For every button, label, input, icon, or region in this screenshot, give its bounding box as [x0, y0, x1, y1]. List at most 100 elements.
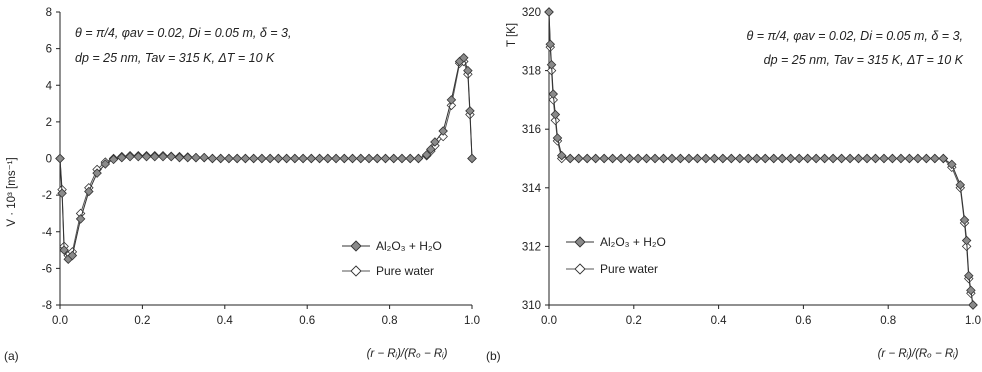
- data-point-nano-b: [743, 153, 754, 164]
- data-point-nano-b: [845, 153, 855, 164]
- data-point-nano-b: [938, 153, 949, 164]
- data-point-nano-b: [768, 153, 779, 164]
- data-point-nano-a: [248, 153, 259, 164]
- data-point-nano-a: [314, 153, 325, 164]
- y-tick-label-b: 310: [522, 300, 541, 312]
- data-point-nano-a: [265, 153, 275, 164]
- data-point-nano-a: [133, 151, 144, 162]
- legend-label-nano-b: Al₂O₃ + H₂O: [600, 235, 666, 249]
- data-point-nano-b: [968, 300, 978, 310]
- data-point-nano-b: [709, 153, 720, 164]
- data-point-nano-a: [355, 153, 366, 164]
- data-point-nano-a: [458, 53, 469, 63]
- data-point-nano-a: [158, 151, 168, 162]
- data-point-nano-b: [879, 153, 889, 164]
- data-point-nano-a: [467, 153, 477, 164]
- data-point-nano-b: [650, 153, 660, 164]
- y-tick-label-b: 314: [522, 183, 542, 195]
- data-point-nano-b: [828, 153, 838, 164]
- data-point-nano-a: [55, 153, 65, 164]
- chart-panel-a: (a) V · 10³ [ms⁻¹] (r − Rᵢ)/(Rₒ − Rᵢ) θ …: [4, 7, 480, 363]
- y-tick-label-a: -8: [42, 300, 52, 312]
- x-tick-label-b: 0.8: [880, 315, 896, 327]
- data-point-nano-a: [430, 137, 440, 147]
- data-point-nano-a: [465, 106, 475, 116]
- data-point-nano-b: [947, 159, 957, 170]
- y-tick-label-a: 4: [46, 80, 53, 92]
- data-point-nano-a: [273, 153, 284, 164]
- data-point-nano-b: [887, 153, 898, 164]
- x-tick-label-a: 0.2: [134, 315, 150, 327]
- data-point-nano-b: [930, 153, 940, 164]
- legend-marker-nano-a: [350, 240, 362, 252]
- data-point-nano-b: [545, 39, 556, 49]
- data-point-nano-a: [141, 151, 152, 162]
- data-point-nano-a: [57, 188, 67, 199]
- legend-marker-water-b: [574, 263, 586, 275]
- data-point-nano-a: [215, 153, 226, 164]
- data-point-nano-a: [413, 153, 424, 164]
- x-tick-label-b: 1.0: [965, 315, 981, 327]
- data-point-nano-b: [552, 133, 563, 143]
- annotation-line-1-a: θ = π/4, φav = 0.02, Di = 0.05 m, δ = 3,: [75, 26, 291, 40]
- x-tick-label-a: 0.6: [299, 315, 315, 327]
- data-point-nano-b: [718, 153, 728, 164]
- y-tick-label-a: -4: [42, 227, 53, 239]
- data-point-nano-b: [961, 235, 972, 246]
- y-tick-label-b: 320: [522, 7, 541, 19]
- x-tick-label-a: 0.4: [217, 315, 234, 327]
- data-point-nano-a: [117, 152, 127, 163]
- data-point-nano-b: [607, 153, 618, 164]
- chart-panel-b: (b) T [K] (r − Rᵢ)/(Rₒ − Rᵢ) θ = π/4, φa…: [486, 7, 981, 363]
- data-point-nano-a: [257, 153, 267, 164]
- data-point-nano-a: [463, 65, 473, 76]
- data-point-nano-b: [701, 153, 711, 164]
- legend-marker-nano-b: [574, 236, 586, 248]
- y-tick-label-b: 318: [522, 66, 541, 78]
- data-point-nano-b: [590, 153, 601, 164]
- data-point-nano-b: [959, 215, 970, 225]
- annotation-line-2-b: dp = 25 nm, Tav = 315 K, ΔT = 10 K: [764, 53, 964, 67]
- data-point-nano-a: [207, 153, 218, 164]
- data-point-nano-b: [546, 59, 557, 70]
- y-tick-label-a: -2: [42, 190, 52, 202]
- data-point-nano-b: [692, 153, 703, 164]
- legend-label-water-a: Pure water: [376, 264, 434, 278]
- data-point-nano-a: [199, 152, 209, 163]
- data-point-nano-a: [397, 153, 407, 164]
- data-point-nano-b: [641, 153, 652, 164]
- data-point-nano-a: [421, 150, 432, 160]
- legend-label-water-b: Pure water: [600, 262, 658, 276]
- data-point-nano-b: [548, 89, 559, 99]
- legend-marker-water-a: [350, 265, 362, 277]
- y-axis-label-a: V · 10³ [ms⁻¹]: [6, 157, 18, 226]
- x-axis-label-b: (r − Rᵢ)/(Rₒ − Rᵢ): [878, 348, 959, 360]
- data-point-nano-b: [565, 153, 575, 164]
- data-point-nano-a: [191, 152, 201, 163]
- data-point-nano-b: [582, 153, 592, 164]
- data-point-nano-b: [955, 180, 966, 190]
- annotation-line-1-b: θ = π/4, φav = 0.02, Di = 0.05 m, δ = 3,: [747, 29, 963, 43]
- data-point-nano-b: [550, 109, 561, 120]
- x-tick-label-b: 0.0: [541, 315, 557, 327]
- data-point-nano-b: [811, 153, 821, 164]
- data-point-nano-a: [323, 153, 333, 164]
- y-tick-label-a: 2: [46, 117, 52, 129]
- data-point-nano-b: [794, 153, 804, 164]
- data-point-nano-a: [232, 153, 242, 164]
- data-point-nano-a: [446, 95, 457, 105]
- y-tick-label-a: -6: [42, 263, 52, 275]
- data-point-nano-a: [149, 151, 160, 162]
- x-tick-label-b: 0.2: [626, 315, 642, 327]
- data-point-nano-b: [735, 153, 745, 164]
- data-point-nano-a: [426, 144, 436, 155]
- data-point-nano-a: [182, 152, 193, 163]
- x-tick-label-b: 0.4: [711, 315, 728, 327]
- data-point-nano-a: [339, 153, 350, 164]
- data-point-nano-b: [624, 153, 635, 164]
- data-point-nano-b: [785, 153, 796, 164]
- data-point-nano-a: [438, 126, 448, 136]
- data-point-nano-b: [819, 153, 830, 164]
- data-point-nano-a: [380, 153, 391, 164]
